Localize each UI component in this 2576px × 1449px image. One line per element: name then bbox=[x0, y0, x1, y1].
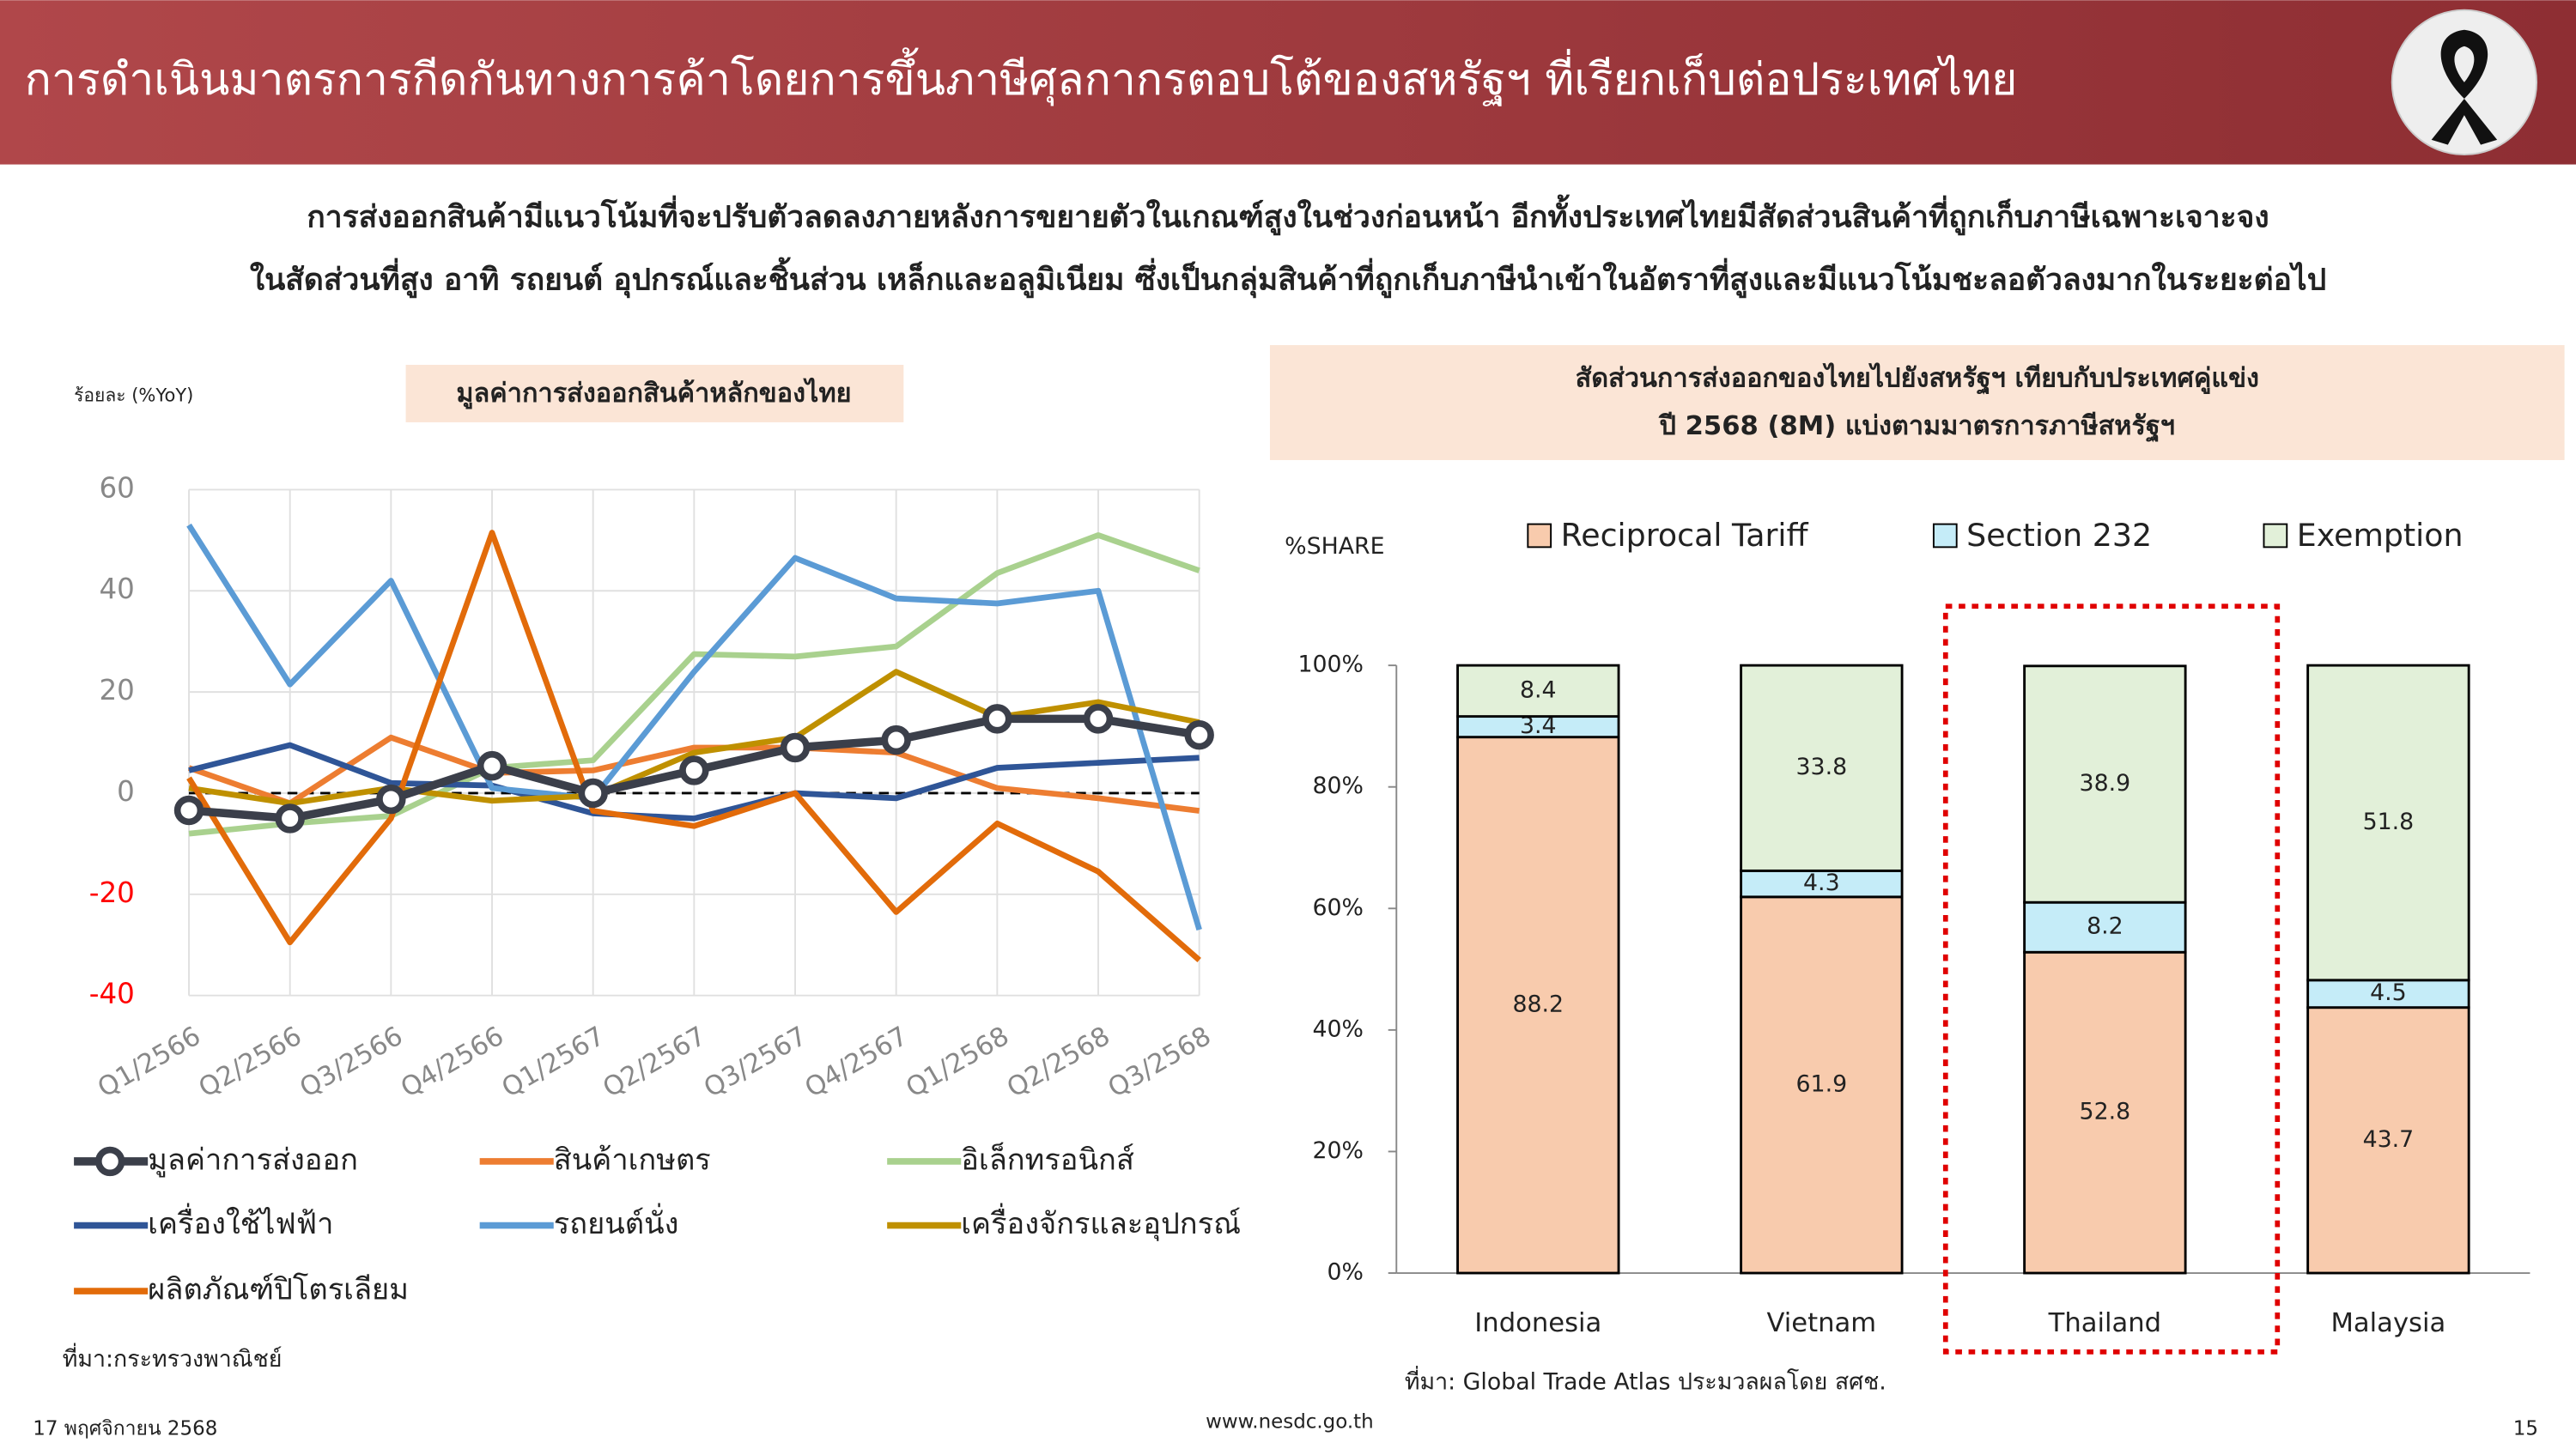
series-line bbox=[188, 742, 1200, 822]
bar-segment bbox=[2306, 1006, 2470, 1275]
data-point bbox=[1083, 704, 1114, 734]
value-label: 88.2 bbox=[1512, 991, 1564, 1017]
legend-marker bbox=[94, 1146, 125, 1177]
value-label: 33.8 bbox=[1796, 754, 1848, 780]
data-point bbox=[982, 704, 1012, 734]
chart-subtitle: ปี 2568 (8M) แบ่งตามมาตรการภาษีสหรัฐฯ bbox=[1658, 411, 2175, 443]
value-label: 38.9 bbox=[2080, 770, 2131, 797]
ribbon-icon bbox=[2431, 29, 2498, 145]
legend-swatch bbox=[2263, 523, 2288, 549]
y-tick-label: 40 bbox=[100, 573, 135, 605]
legend-label: Section 232 bbox=[1966, 517, 2152, 554]
y-axis-label: ร้อยละ (%YoY) bbox=[74, 384, 193, 405]
x-tick-label: Malaysia bbox=[2331, 1308, 2446, 1338]
y-tick-label: 60% bbox=[1313, 894, 1364, 921]
y-axis-label: %SHARE bbox=[1285, 533, 1384, 560]
x-tick-label: Q2/2567 bbox=[598, 1022, 711, 1104]
data-point bbox=[173, 795, 204, 826]
x-tick-label: Indonesia bbox=[1474, 1308, 1601, 1338]
chart-title: มูลค่าการส่งออกสินค้าหลักของไทย bbox=[456, 377, 851, 409]
data-point bbox=[780, 732, 811, 763]
series-line bbox=[187, 734, 1200, 814]
x-tick-label: Q2/2568 bbox=[1002, 1022, 1115, 1104]
data-point bbox=[578, 778, 608, 809]
x-tick-label: Q3/2568 bbox=[1103, 1022, 1217, 1104]
legend-label: ผลิตภัณฑ์ปิโตรเลียม bbox=[148, 1273, 409, 1307]
y-tick-label: 0% bbox=[1327, 1259, 1364, 1286]
value-label: 52.8 bbox=[2080, 1099, 2131, 1125]
x-tick-label: Q1/2567 bbox=[497, 1022, 611, 1104]
legend-label: Reciprocal Tariff bbox=[1561, 517, 1809, 554]
data-point bbox=[1184, 719, 1214, 750]
x-tick-label: Q2/2566 bbox=[194, 1022, 307, 1104]
legend-label: มูลค่าการส่งออก bbox=[148, 1143, 358, 1177]
series-line bbox=[188, 532, 1200, 837]
footer-page: 15 bbox=[2513, 1417, 2538, 1440]
value-label: 61.9 bbox=[1796, 1070, 1848, 1097]
bar-segment bbox=[1740, 664, 1904, 872]
y-tick-label: 40% bbox=[1313, 1016, 1364, 1042]
legend-label: รถยนต์นั่ง bbox=[554, 1203, 679, 1241]
value-label: 51.8 bbox=[2363, 809, 2415, 835]
bar-segment bbox=[2306, 979, 2470, 1009]
bar-segment bbox=[1740, 869, 1904, 899]
y-tick-label: 100% bbox=[1297, 652, 1364, 678]
legend-label: เครื่องใช้ไฟฟ้า bbox=[148, 1203, 333, 1241]
data-point bbox=[477, 750, 507, 781]
value-label: 8.4 bbox=[1520, 676, 1557, 703]
bar-segment bbox=[2023, 664, 2187, 904]
legend-label: อิเล็กทรอนิกส์ bbox=[961, 1141, 1134, 1177]
data-point bbox=[881, 724, 911, 755]
source-note: ที่มา:กระทรวงพาณิชย์ bbox=[63, 1343, 283, 1373]
data-point bbox=[275, 803, 305, 834]
chart-title-box bbox=[405, 364, 904, 422]
legend-label: สินค้าเกษตร bbox=[554, 1143, 711, 1177]
data-point bbox=[679, 755, 709, 785]
chart-title: สัดส่วนการส่งออกของไทยไปยังสหรัฐฯ เทียบก… bbox=[1576, 362, 2259, 396]
x-tick-label: Q4/2567 bbox=[800, 1022, 914, 1104]
header-bar bbox=[0, 0, 2576, 165]
x-tick-label: Q4/2566 bbox=[396, 1022, 509, 1104]
value-label: 4.3 bbox=[1803, 870, 1840, 896]
y-tick-label: -40 bbox=[89, 978, 135, 1010]
bar-segment bbox=[1456, 736, 1620, 1275]
legend-swatch bbox=[1527, 523, 1552, 549]
x-tick-label: Q1/2568 bbox=[901, 1022, 1014, 1104]
summary-line: การส่งออกสินค้ามีแนวโน้มที่จะปรับตัวลดลง… bbox=[307, 195, 2269, 236]
bar-segment bbox=[2306, 664, 2470, 982]
x-tick-label: Q3/2567 bbox=[699, 1022, 812, 1104]
value-label: 8.2 bbox=[2087, 913, 2123, 940]
bar-segment bbox=[2023, 950, 2187, 1275]
header-title: การดำเนินมาตรการกีดกันทางการค้าโดยการขึ้… bbox=[25, 47, 2018, 106]
value-label: 4.5 bbox=[2370, 979, 2407, 1006]
data-point bbox=[376, 784, 406, 815]
summary-line: ในสัดส่วนที่สูง อาทิ รถยนต์ อุปกรณ์และชิ… bbox=[250, 257, 2326, 298]
x-tick-label: Q3/2566 bbox=[295, 1022, 408, 1104]
y-tick-label: 0 bbox=[117, 775, 135, 808]
bar-segment bbox=[1456, 664, 1620, 718]
footer-url: www.nesdc.go.th bbox=[1206, 1411, 1374, 1434]
footer-date: 17 พฤศจิกายน 2568 bbox=[33, 1417, 217, 1440]
x-tick-label: Thailand bbox=[2048, 1308, 2161, 1338]
legend-swatch bbox=[1932, 523, 1958, 549]
y-tick-label: 80% bbox=[1313, 773, 1364, 799]
bar-segment bbox=[1456, 715, 1620, 739]
legend-label: เครื่องจักรและอุปกรณ์ bbox=[961, 1203, 1241, 1241]
x-tick-label: Q1/2566 bbox=[93, 1022, 206, 1104]
y-tick-label: 20% bbox=[1313, 1137, 1364, 1164]
series-line bbox=[186, 523, 1202, 931]
y-tick-label: -20 bbox=[89, 876, 135, 909]
y-tick-label: 20 bbox=[100, 674, 135, 706]
chart-title-box bbox=[1269, 345, 2565, 460]
bar-segment bbox=[2023, 900, 2187, 954]
value-label: 43.7 bbox=[2363, 1126, 2415, 1153]
source-note: ที่มา: Global Trade Atlas ประมวลผลโดย สศ… bbox=[1405, 1366, 1886, 1396]
series-line bbox=[188, 669, 1200, 807]
legend-label: Exemption bbox=[2297, 517, 2464, 554]
bar-segment bbox=[1740, 895, 1904, 1275]
series-line bbox=[186, 530, 1201, 962]
y-tick-label: 60 bbox=[100, 471, 135, 504]
x-tick-label: Vietnam bbox=[1767, 1308, 1877, 1338]
